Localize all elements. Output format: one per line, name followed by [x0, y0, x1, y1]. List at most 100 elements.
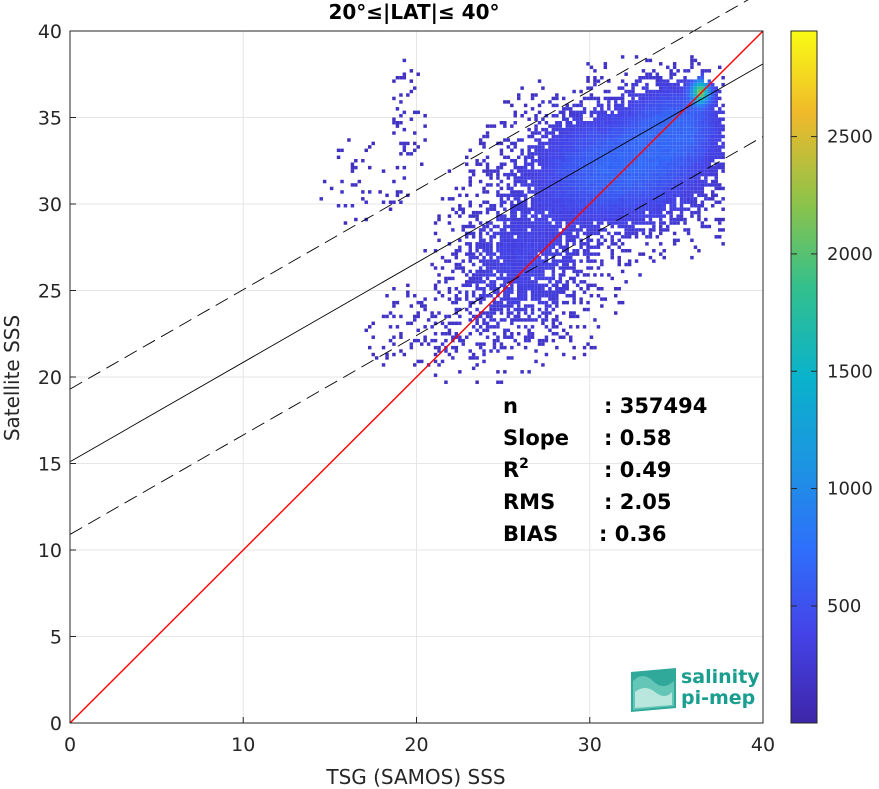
- density-cell: [603, 159, 608, 163]
- density-cell: [600, 117, 604, 121]
- density-cell: [569, 127, 573, 132]
- density-cell: [558, 276, 563, 281]
- density-cell: [475, 342, 479, 346]
- density-cell: [683, 221, 687, 225]
- density-cell: [544, 141, 549, 146]
- density-cell: [544, 176, 549, 180]
- density-cell: [485, 283, 490, 288]
- density-cell: [565, 283, 569, 288]
- density-cell: [614, 207, 618, 211]
- density-cell: [641, 186, 646, 191]
- density-cell: [617, 214, 621, 218]
- density-cell: [544, 335, 549, 339]
- density-cell: [697, 110, 701, 115]
- density-cell: [603, 121, 608, 125]
- density-cell: [496, 262, 500, 267]
- density-cell: [683, 169, 687, 173]
- density-cell: [537, 283, 542, 288]
- density-cell: [530, 252, 535, 256]
- density-cell: [645, 172, 649, 177]
- density-cell: [537, 242, 542, 246]
- density-cell: [517, 165, 521, 170]
- density-cell: [499, 186, 504, 191]
- density-cell: [402, 58, 407, 63]
- density-cell: [586, 121, 590, 125]
- density-cell: [641, 159, 646, 163]
- density-cell: [620, 107, 625, 111]
- density-cell: [503, 235, 507, 239]
- density-cell: [572, 162, 576, 166]
- density-cell: [672, 217, 677, 222]
- density-cell: [527, 145, 531, 149]
- density-cell: [645, 82, 649, 87]
- density-cell: [513, 165, 517, 170]
- density-cell: [610, 141, 614, 146]
- density-cell: [527, 252, 531, 256]
- density-cell: [420, 359, 424, 364]
- density-cell: [690, 165, 694, 170]
- density-cell: [679, 121, 684, 125]
- density-cell: [676, 141, 680, 146]
- density-cell: [600, 155, 604, 160]
- density-cell: [388, 325, 393, 329]
- density-cell: [700, 193, 705, 198]
- density-cell: [534, 210, 538, 215]
- density-cell: [638, 183, 642, 187]
- density-cell: [541, 186, 545, 191]
- density-cell: [558, 190, 563, 194]
- density-cell: [648, 169, 653, 173]
- density-cell: [565, 242, 569, 246]
- density-cell: [510, 204, 514, 208]
- density-cell: [672, 114, 677, 118]
- density-cell: [617, 155, 621, 160]
- density-cell: [704, 96, 708, 101]
- density-cell: [548, 228, 552, 232]
- density-cell: [544, 304, 549, 308]
- density-cell: [523, 224, 528, 229]
- density-cell: [392, 117, 396, 121]
- density-cell: [548, 162, 552, 166]
- density-cell: [530, 179, 535, 184]
- density-cell: [704, 69, 708, 73]
- logo-text-salinity: salinity: [681, 666, 760, 688]
- density-cell: [614, 152, 618, 156]
- density-cell: [513, 249, 517, 253]
- density-cell: [548, 193, 552, 198]
- density-cell: [496, 210, 500, 215]
- density-cell: [354, 217, 358, 222]
- density-cell: [458, 290, 462, 294]
- density-cell: [541, 221, 545, 225]
- density-cell: [676, 193, 680, 198]
- density-cell: [395, 325, 400, 329]
- density-cell: [603, 62, 608, 66]
- density-cell: [634, 82, 639, 87]
- density-cell: [527, 332, 531, 336]
- density-cell: [652, 100, 656, 104]
- density-cell: [582, 197, 587, 201]
- density-cell: [399, 114, 403, 118]
- density-cell: [485, 314, 490, 319]
- density-cell: [447, 287, 452, 291]
- density-cell: [700, 145, 705, 149]
- density-cell: [614, 159, 618, 163]
- density-cell: [534, 190, 538, 194]
- density-cell: [596, 100, 601, 104]
- density-cell: [471, 280, 476, 284]
- density-cell: [686, 200, 691, 204]
- density-cell: [593, 200, 597, 204]
- density-cell: [627, 117, 632, 121]
- density-cell: [718, 165, 722, 170]
- density-cell: [589, 152, 594, 156]
- density-cell: [617, 190, 621, 194]
- density-cell: [693, 155, 698, 160]
- density-cell: [489, 311, 493, 315]
- density-cell: [631, 190, 635, 194]
- density-cell: [541, 165, 545, 170]
- density-cell: [482, 259, 486, 263]
- density-cell: [672, 145, 677, 149]
- density-cell: [648, 121, 653, 125]
- density-cell: [676, 96, 680, 101]
- density-cell: [624, 186, 628, 191]
- density-cell: [679, 210, 684, 215]
- density-cell: [704, 134, 708, 139]
